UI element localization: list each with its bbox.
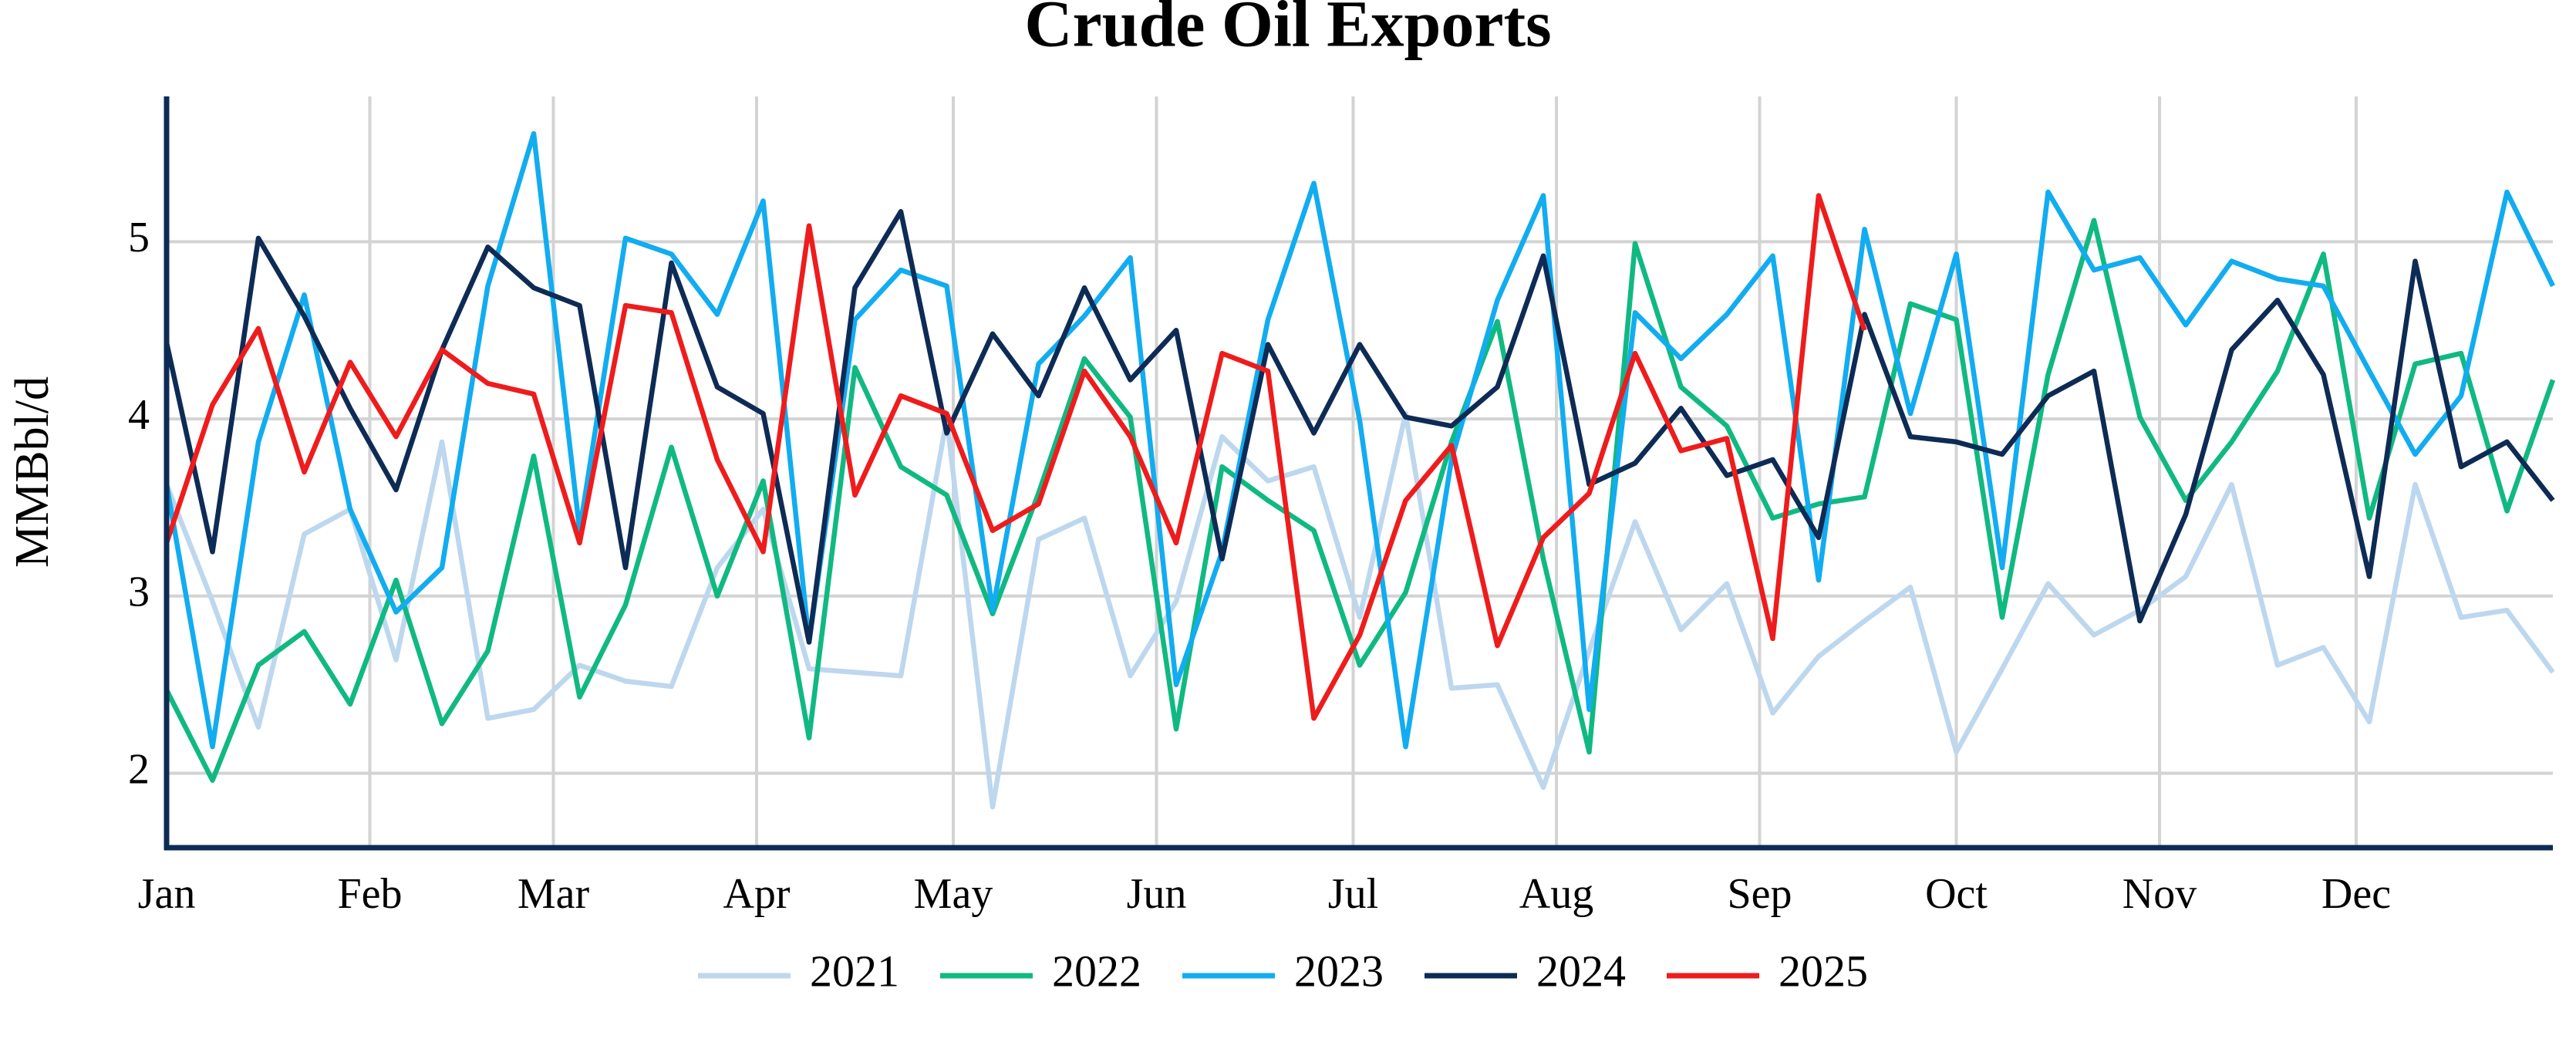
x-tick-label: Apr: [723, 870, 790, 918]
x-tick-label: Aug: [1519, 870, 1593, 918]
y-tick-label: 4: [128, 391, 150, 439]
y-axis-label: MMBbl/d: [6, 376, 59, 568]
legend: 2021 2022 2023 2024 2025: [698, 946, 1868, 996]
x-tick-label: Jul: [1328, 870, 1378, 918]
grid: [165, 96, 2553, 848]
legend-label: 2022: [1052, 946, 1141, 996]
chart-title: Crude Oil Exports: [1024, 0, 1551, 61]
x-tick-label: Oct: [1925, 870, 1988, 918]
x-tick-label: Feb: [338, 870, 403, 918]
series-line: [164, 410, 2555, 810]
x-tick-label: Jan: [138, 870, 196, 918]
y-tick-label: 2: [128, 745, 150, 793]
legend-label: 2025: [1779, 946, 1868, 996]
x-tick-label: Sep: [1727, 870, 1792, 918]
legend-label: 2023: [1294, 946, 1384, 996]
x-tick-label: May: [914, 870, 993, 918]
x-tick-label: Nov: [2123, 870, 2197, 918]
axes: 2 3 4 5 Jan Feb Mar Apr May Jun Jul Aug Sep Oct Nov Dec: [128, 96, 2553, 918]
lines: [164, 130, 2556, 810]
y-tick-label: 5: [128, 214, 150, 261]
x-tick-label: Jun: [1127, 870, 1187, 918]
x-tick-label: Mar: [518, 870, 590, 918]
y-tick-label: 3: [128, 568, 150, 616]
legend-label: 2021: [810, 946, 899, 996]
series-line: [164, 209, 2555, 645]
series-line: [164, 218, 2556, 783]
legend-label: 2024: [1536, 946, 1626, 996]
series-line: [164, 130, 2555, 750]
x-tick-label: Dec: [2321, 870, 2391, 918]
series-line: [164, 193, 1867, 721]
